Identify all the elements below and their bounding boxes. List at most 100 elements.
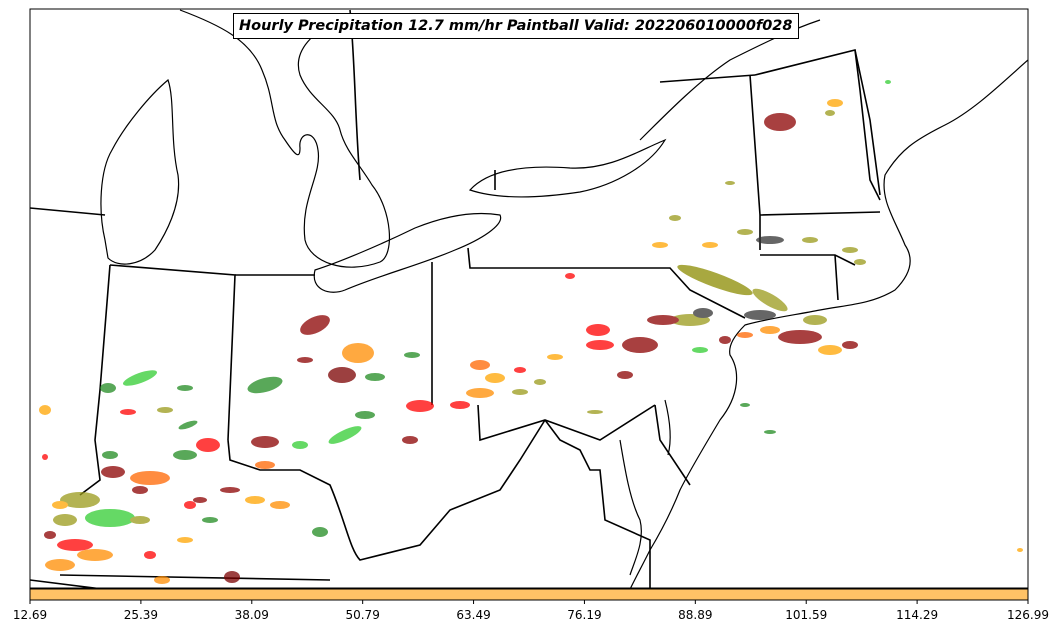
colorbar bbox=[29, 588, 1029, 601]
precip-blob bbox=[342, 343, 374, 363]
precip-blob bbox=[617, 371, 633, 379]
map-title: Hourly Precipitation 12.7 mm/hr Paintbal… bbox=[233, 13, 799, 39]
precip-blob bbox=[885, 80, 891, 84]
precip-blob bbox=[355, 411, 375, 419]
precip-blob bbox=[842, 247, 858, 253]
precip-blob bbox=[44, 531, 56, 539]
precip-blob bbox=[45, 559, 75, 571]
precip-blob bbox=[744, 310, 776, 320]
colorbar-tick-label: 50.79 bbox=[345, 608, 380, 622]
delaware-bay-outline bbox=[664, 399, 671, 456]
precip-blob bbox=[120, 409, 136, 415]
precip-blob bbox=[719, 336, 731, 344]
precip-blob bbox=[193, 497, 207, 503]
precip-blob bbox=[102, 451, 118, 459]
precip-blob bbox=[827, 99, 843, 107]
colorbar-tick-label: 101.59 bbox=[785, 608, 828, 622]
border-nh-me bbox=[854, 49, 881, 196]
precip-blob bbox=[85, 509, 135, 527]
border-md-de bbox=[654, 404, 691, 486]
precip-blob bbox=[760, 326, 780, 334]
precip-blob bbox=[53, 514, 77, 526]
precip-blob bbox=[622, 337, 658, 353]
precip-blob bbox=[693, 308, 713, 318]
precip-blob bbox=[512, 389, 528, 395]
precip-blob bbox=[101, 466, 125, 478]
precip-blob bbox=[470, 360, 490, 370]
precip-blob bbox=[328, 426, 362, 444]
precip-blob bbox=[328, 367, 356, 383]
state-borders bbox=[30, 9, 881, 588]
precip-blob bbox=[818, 345, 842, 355]
border-il-in bbox=[79, 264, 111, 496]
precip-blob bbox=[365, 373, 385, 381]
border-ny-canada-east bbox=[659, 74, 756, 83]
atlantic-coastline bbox=[629, 59, 1028, 588]
precip-blob bbox=[677, 264, 753, 296]
precip-blob bbox=[177, 537, 193, 543]
precip-blob bbox=[778, 330, 822, 344]
precip-blob bbox=[52, 501, 68, 509]
border-pa-ny bbox=[467, 247, 746, 319]
precip-blob bbox=[764, 113, 796, 131]
precip-blob bbox=[144, 551, 156, 559]
precip-blob bbox=[514, 367, 526, 373]
precip-blob bbox=[178, 420, 198, 430]
precip-blob bbox=[157, 407, 173, 413]
precip-blob bbox=[122, 370, 158, 386]
map-frame bbox=[29, 8, 1029, 589]
precip-blob bbox=[270, 501, 290, 509]
precip-blob bbox=[737, 229, 753, 235]
precip-blob bbox=[57, 539, 93, 551]
precip-blob bbox=[130, 471, 170, 485]
precip-blob bbox=[647, 315, 679, 325]
precip-blob bbox=[39, 405, 51, 415]
precip-blob bbox=[534, 379, 546, 385]
lake-ontario-outline bbox=[468, 138, 667, 198]
border-oh-wv-ky bbox=[227, 419, 546, 561]
precip-blob bbox=[173, 450, 197, 460]
precip-blob bbox=[586, 340, 614, 350]
precip-blob bbox=[292, 441, 308, 449]
lake-michigan-outline bbox=[100, 78, 180, 265]
precip-blob bbox=[803, 315, 827, 325]
border-ct-ri bbox=[834, 254, 839, 301]
precip-blob bbox=[402, 436, 418, 444]
precip-blob bbox=[196, 438, 220, 452]
colorbar-tick-label: 88.89 bbox=[678, 608, 713, 622]
precip-blob bbox=[485, 373, 505, 383]
precip-blob bbox=[184, 501, 196, 509]
precip-blob bbox=[154, 576, 170, 584]
precip-blob bbox=[255, 461, 275, 469]
precip-blob bbox=[404, 352, 420, 358]
precip-blob bbox=[756, 236, 784, 244]
border-vt-nh bbox=[754, 49, 881, 201]
precip-blob bbox=[220, 487, 240, 493]
colorbar-tick-label: 63.49 bbox=[456, 608, 491, 622]
precip-blob bbox=[224, 571, 240, 583]
colorbar-tick-label: 25.39 bbox=[123, 608, 159, 622]
precip-blob bbox=[466, 388, 494, 398]
colorbar-tick-label: 38.09 bbox=[234, 608, 269, 622]
colorbar-tick-label: 76.19 bbox=[567, 608, 602, 622]
precip-blob bbox=[42, 454, 48, 460]
coastlines-and-lakes bbox=[100, 9, 1028, 588]
precip-blob bbox=[300, 315, 330, 335]
precip-blob bbox=[1017, 548, 1023, 552]
precip-blob bbox=[854, 259, 866, 265]
precip-blob bbox=[842, 341, 858, 349]
precip-blob bbox=[100, 383, 116, 393]
precip-blob bbox=[77, 549, 113, 561]
precip-blob bbox=[586, 324, 610, 336]
precip-blob bbox=[565, 273, 575, 279]
border-ny-vt bbox=[749, 74, 761, 250]
precip-blob bbox=[802, 237, 818, 243]
precip-blob bbox=[297, 357, 313, 363]
precipitation-paintballs bbox=[39, 80, 1023, 584]
border-ky-tn bbox=[30, 574, 331, 588]
border-pa-md bbox=[477, 404, 656, 442]
lake-huron-outline bbox=[179, 9, 391, 268]
colorbar-tick-label: 12.69 bbox=[12, 608, 48, 622]
precip-blob bbox=[702, 242, 718, 248]
